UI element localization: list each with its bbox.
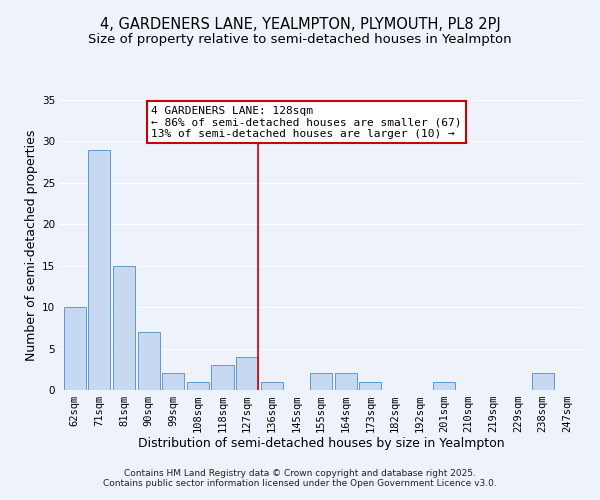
X-axis label: Distribution of semi-detached houses by size in Yealmpton: Distribution of semi-detached houses by …	[137, 436, 505, 450]
Y-axis label: Number of semi-detached properties: Number of semi-detached properties	[25, 130, 38, 360]
Text: Contains HM Land Registry data © Crown copyright and database right 2025.: Contains HM Land Registry data © Crown c…	[124, 468, 476, 477]
Text: Contains public sector information licensed under the Open Government Licence v3: Contains public sector information licen…	[103, 478, 497, 488]
Bar	[64, 307, 86, 390]
Bar	[162, 374, 184, 390]
Text: 4 GARDENERS LANE: 128sqm
← 86% of semi-detached houses are smaller (67)
13% of s: 4 GARDENERS LANE: 128sqm ← 86% of semi-d…	[151, 106, 462, 139]
Text: 4, GARDENERS LANE, YEALMPTON, PLYMOUTH, PL8 2PJ: 4, GARDENERS LANE, YEALMPTON, PLYMOUTH, …	[100, 18, 500, 32]
Text: Size of property relative to semi-detached houses in Yealmpton: Size of property relative to semi-detach…	[88, 32, 512, 46]
Bar	[88, 150, 110, 390]
Bar	[211, 365, 233, 390]
Bar	[310, 374, 332, 390]
Bar	[433, 382, 455, 390]
Bar	[335, 374, 357, 390]
Bar	[359, 382, 382, 390]
Bar	[187, 382, 209, 390]
Bar	[137, 332, 160, 390]
Bar	[260, 382, 283, 390]
Bar	[236, 357, 258, 390]
Bar	[113, 266, 135, 390]
Bar	[532, 374, 554, 390]
